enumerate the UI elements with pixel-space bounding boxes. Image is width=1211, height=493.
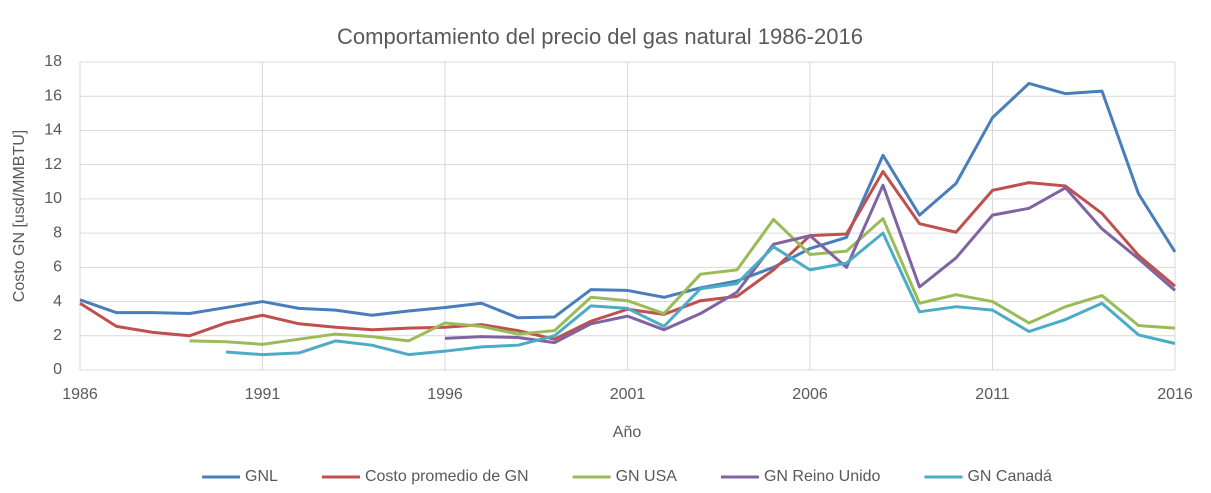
y-tick-label: 2	[53, 327, 62, 344]
x-tick-label: 2011	[975, 386, 1010, 403]
y-tick-label: 4	[53, 293, 62, 310]
y-tick-label: 18	[44, 53, 62, 70]
legend-label: GNL	[245, 468, 278, 485]
y-tick-label: 8	[53, 224, 62, 241]
chart-title: Comportamiento del precio del gas natura…	[337, 24, 863, 49]
legend-label: GN USA	[616, 468, 678, 485]
y-tick-label: 10	[44, 190, 62, 207]
y-tick-label: 6	[53, 259, 62, 276]
y-tick-label: 0	[53, 361, 62, 378]
x-tick-label: 1996	[427, 386, 463, 403]
series-line	[444, 183, 1176, 345]
x-tick-label: 2006	[792, 386, 828, 403]
y-tick-label: 12	[44, 156, 62, 173]
x-tick-label: 2016	[1157, 386, 1193, 403]
legend-label: Costo promedio de GN	[365, 468, 529, 485]
x-tick-label: 2001	[610, 386, 646, 403]
legend-label: GN Reino Unido	[764, 468, 881, 485]
x-tick-label: 1991	[245, 386, 281, 403]
series-line	[225, 231, 1176, 357]
x-tick-label: 1986	[62, 386, 98, 403]
series-line	[189, 217, 1176, 346]
y-axis-label: Costo GN [usd/MMBTU]	[11, 130, 28, 302]
series-line	[79, 81, 1177, 320]
y-tick-label: 16	[44, 87, 62, 104]
x-axis-label: Año	[613, 424, 642, 441]
legend-label: GN Canadá	[967, 468, 1052, 485]
y-tick-label: 14	[44, 122, 62, 139]
